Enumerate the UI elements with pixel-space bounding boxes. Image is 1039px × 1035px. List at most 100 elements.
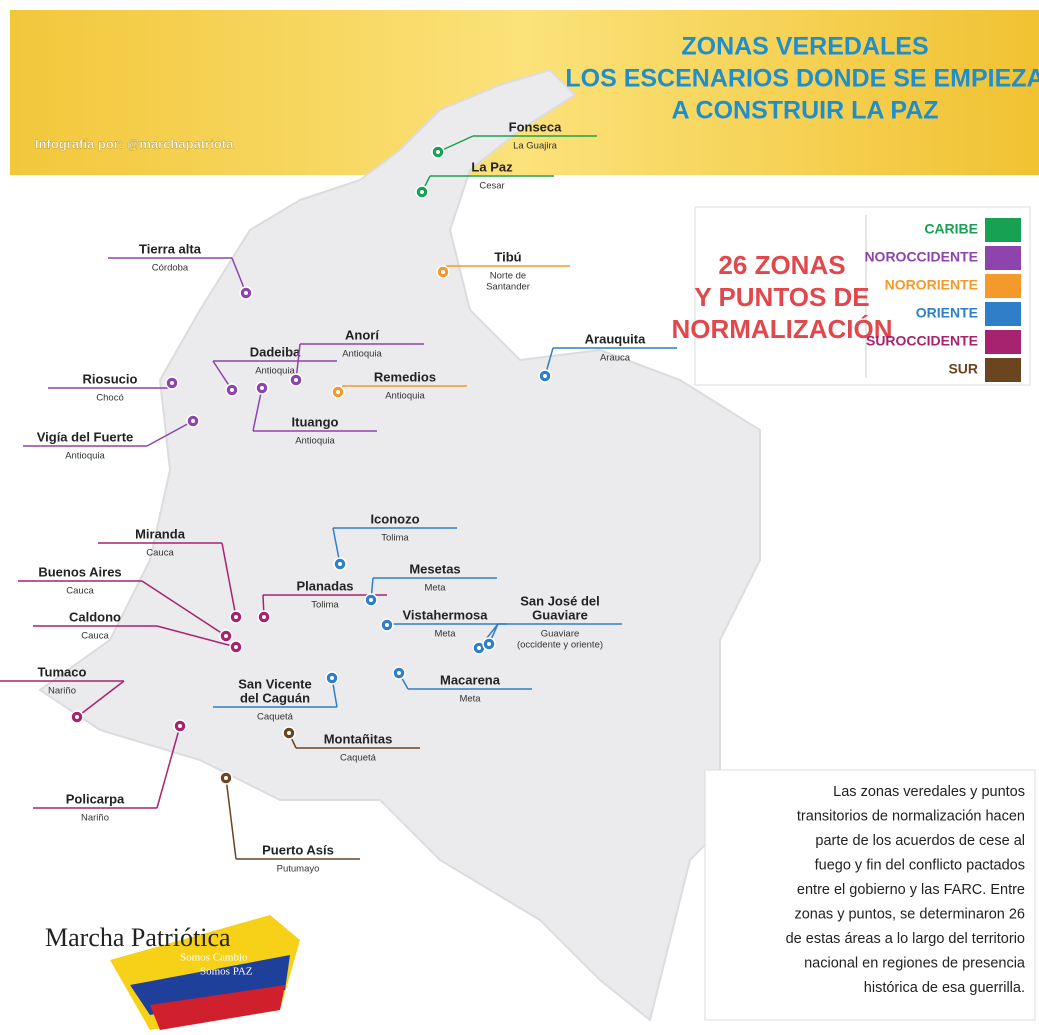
location-dot-center — [436, 150, 440, 154]
header-title: ZONAS VEREDALES — [681, 33, 928, 61]
location-name: La Paz — [471, 159, 513, 174]
description-line: entre el gobierno y las FARC. Entre — [797, 882, 1025, 898]
location-name: Macarena — [440, 672, 501, 687]
location-department: Guaviare — [541, 629, 580, 640]
location-name: Tibú — [494, 249, 521, 264]
location-department: Tolima — [311, 600, 339, 611]
location-department: Nariño — [48, 686, 76, 697]
description-line: de estas áreas a lo largo del territorio — [786, 931, 1025, 947]
location-name: Iconozo — [370, 511, 419, 526]
location-department: La Guajira — [513, 141, 558, 152]
location-name: del Caguán — [240, 690, 310, 705]
location-department: Nariño — [81, 813, 109, 824]
location-dot-center — [224, 776, 228, 780]
location-department: Chocó — [96, 393, 123, 404]
location-department: Putumayo — [277, 864, 320, 875]
location-dot-center — [262, 615, 266, 619]
location-dot-center — [260, 386, 264, 390]
location-department: (occidente y oriente) — [517, 640, 603, 651]
location-department: Norte de — [490, 271, 526, 282]
leader-line — [141, 580, 227, 637]
location-dot-center — [369, 598, 373, 602]
location-name: Fonseca — [509, 119, 563, 134]
location-department: Cesar — [479, 181, 504, 192]
credit: Infografía por: @marchapatriota — [35, 136, 234, 151]
legend-label: SUR — [948, 361, 978, 377]
location-name: Dadeiba — [250, 344, 301, 359]
description-line: parte de los acuerdos de cese al — [815, 833, 1025, 849]
location-name: Policarpa — [66, 791, 125, 806]
leader-line — [156, 725, 181, 809]
location-name: Anorí — [345, 327, 379, 342]
location-name: Tierra alta — [139, 241, 202, 256]
header-title: LOS ESCENARIOS DONDE SE EMPIEZA — [565, 65, 1039, 93]
location-department: Antioquia — [342, 349, 382, 360]
location-name: Puerto Asís — [262, 842, 334, 857]
location-dot-center — [294, 378, 298, 382]
location-dot-center — [244, 291, 248, 295]
logo-name: Marcha Patriótica — [45, 923, 231, 952]
location-name: Miranda — [135, 526, 186, 541]
description-line: nacional en regiones de presencia — [804, 955, 1026, 971]
logo-slogan: Somos PAZ — [200, 966, 253, 978]
legend-label: NORORIENTE — [885, 277, 978, 293]
location-name: Vistahermosa — [402, 607, 488, 622]
location-dot-center — [338, 562, 342, 566]
location-department: Meta — [424, 583, 446, 594]
legend-title: NORMALIZACIÓN — [672, 314, 893, 344]
location-name: Riosucio — [83, 371, 138, 386]
location-department: Santander — [486, 282, 530, 293]
location-name: Vigía del Fuerte — [37, 429, 134, 444]
location-department: Cauca — [146, 548, 174, 559]
location-name: Caldono — [69, 609, 121, 624]
legend-swatch — [985, 302, 1021, 326]
location-department: Antioquia — [255, 366, 295, 377]
location-name: San José del — [520, 593, 599, 608]
location-dot-center — [420, 190, 424, 194]
location-dot-center — [330, 676, 334, 680]
location-name: Ituango — [292, 414, 339, 429]
location-dot-center — [441, 270, 445, 274]
location-dot-center — [234, 645, 238, 649]
legend-label: ORIENTE — [916, 305, 978, 321]
logo-slogan: Somos Cambio — [180, 952, 248, 964]
legend-title: Y PUNTOS DE — [694, 282, 869, 312]
leader-line — [225, 777, 237, 860]
location-department: Caquetá — [257, 712, 294, 723]
legend-label: NOROCCIDENTE — [864, 249, 978, 265]
leader-line — [76, 680, 125, 718]
description-line: zonas y puntos, se determinaron 26 — [794, 906, 1025, 922]
legend-swatch — [985, 246, 1021, 270]
location-department: Cauca — [66, 586, 94, 597]
legend-label: SUROCCIDENTE — [866, 333, 978, 349]
location-name: Buenos Aires — [38, 564, 121, 579]
legend-swatch — [985, 358, 1021, 382]
location-name: Montañitas — [324, 731, 393, 746]
colombia-map — [38, 68, 761, 1022]
location-name: Tumaco — [38, 664, 87, 679]
location-name: Arauquita — [585, 331, 646, 346]
leader-line — [156, 625, 237, 648]
legend-swatch — [985, 330, 1021, 354]
location-dot-center — [336, 390, 340, 394]
location-department: Tolima — [381, 533, 409, 544]
location-dot-center — [385, 623, 389, 627]
leader-line — [252, 387, 263, 432]
location-department: Córdoba — [152, 263, 189, 274]
legend-title: 26 ZONAS — [718, 250, 845, 280]
header-title: A CONSTRUIR LA PAZ — [671, 97, 938, 125]
location-dot-center — [397, 671, 401, 675]
location-dot-center — [230, 388, 234, 392]
location-department: Cauca — [81, 631, 109, 642]
location-name: Remedios — [374, 369, 436, 384]
location-department: Meta — [434, 629, 456, 640]
leader-line — [221, 542, 237, 618]
location-department: Antioquia — [65, 451, 105, 462]
location-department: Caquetá — [340, 753, 377, 764]
location-name: Mesetas — [409, 561, 460, 576]
description-line: Las zonas veredales y puntos — [833, 784, 1025, 800]
legend-box — [694, 206, 1031, 386]
location-department: Antioquia — [295, 436, 335, 447]
location-name: Guaviare — [532, 607, 588, 622]
